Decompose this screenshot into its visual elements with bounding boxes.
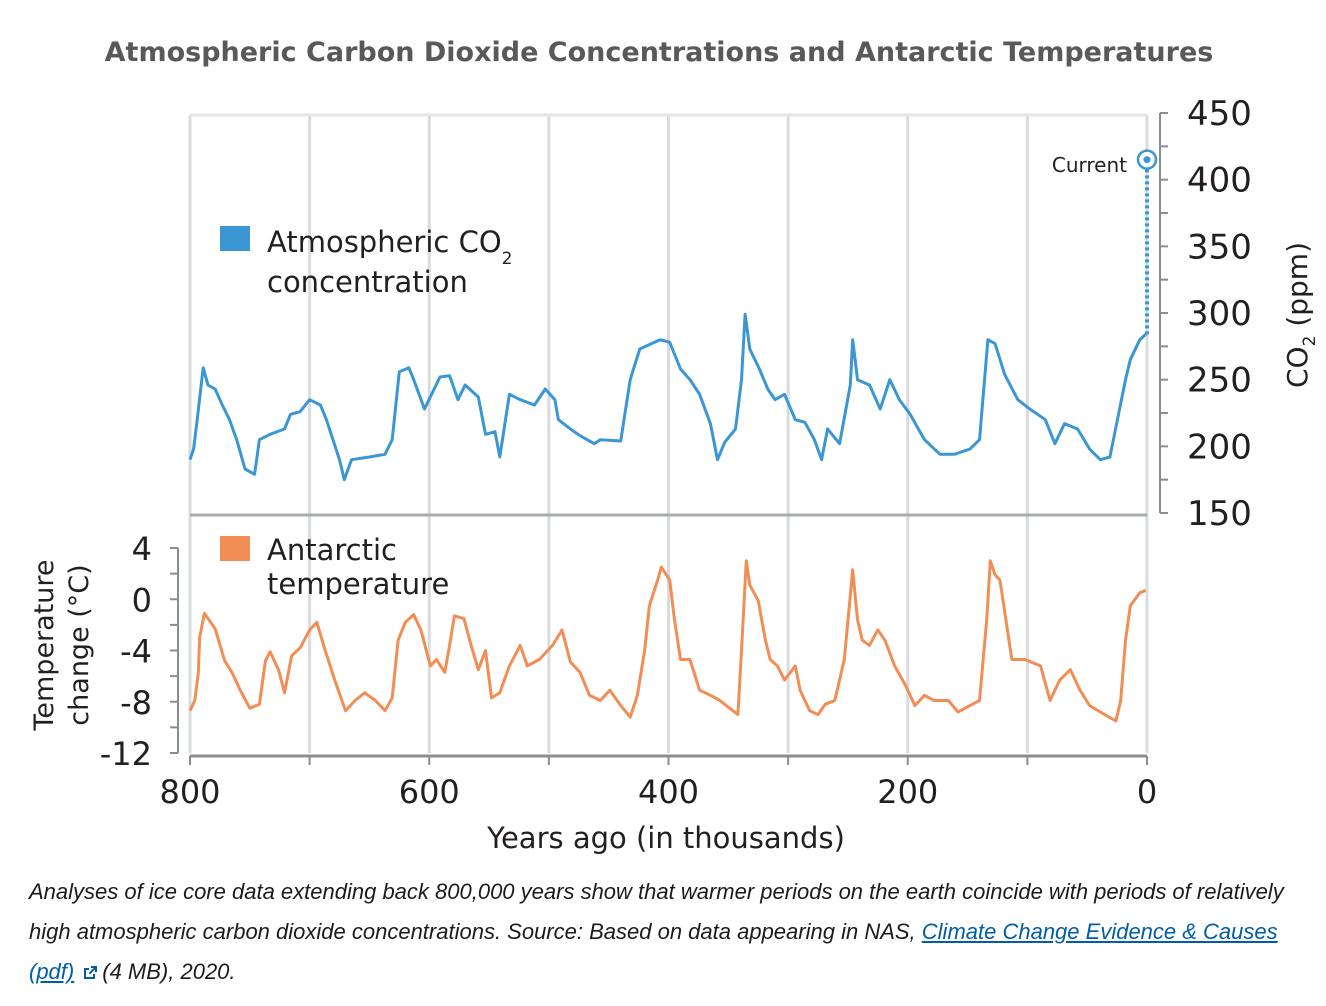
x-tick-label: 200 — [877, 773, 938, 811]
x-axis — [189, 754, 1148, 765]
temp-tick-label: -4 — [120, 633, 152, 671]
legend-co2-label-line2: concentration — [267, 265, 468, 299]
co2-tick-label: 450 — [1187, 94, 1252, 134]
chart-title: Atmospheric Carbon Dioxide Concentration… — [105, 37, 1214, 68]
temp-tick-label: -12 — [100, 735, 152, 773]
caption-text: Analyses of ice core data extending back… — [29, 879, 1284, 944]
co2-tick-label: 250 — [1187, 361, 1252, 401]
temp-tick-label: 4 — [132, 530, 152, 568]
temp-series-line — [188, 559, 1147, 723]
co2-axis-label: CO2 (ppm) — [1281, 242, 1320, 388]
x-tick-label: 400 — [638, 773, 699, 811]
co2-y-tick-labels: 450 400 350 300 250 200 150 — [1187, 94, 1252, 534]
external-link-icon — [82, 954, 98, 979]
legend-co2-label: Atmospheric CO2 — [267, 225, 512, 269]
co2-tick-label: 200 — [1187, 427, 1252, 467]
figure-caption: Analyses of ice core data extending back… — [29, 872, 1309, 992]
series-layer — [188, 312, 1147, 723]
x-tick-label: 0 — [1137, 773, 1157, 811]
temp-y-axis — [170, 547, 179, 754]
legend-co2: Atmospheric CO2 concentration — [220, 225, 512, 299]
x-axis-label: Years ago (in thousands) — [486, 821, 845, 855]
caption-suffix: (4 MB), 2020. — [102, 959, 236, 984]
temp-axis-label-line2: change (°C) — [64, 564, 95, 725]
legend-temp-label: Antarctic — [267, 533, 397, 567]
legend-temp-label-line2: temperature — [267, 567, 449, 601]
co2-tick-label: 400 — [1187, 161, 1252, 201]
co2-tick-label: 350 — [1187, 227, 1252, 267]
x-tick-labels: 800 600 400 200 0 — [159, 773, 1157, 811]
legend-temp: Antarctic temperature — [220, 533, 449, 601]
source-pdf-link[interactable]: Climate Change Evidence & Causes (pdf) — [29, 919, 1278, 984]
grid-lines — [188, 113, 1149, 753]
x-tick-label: 600 — [399, 773, 460, 811]
current-annotation: Current — [1052, 149, 1158, 335]
co2-tick-label: 150 — [1187, 494, 1252, 534]
co2-series-line — [188, 312, 1147, 482]
temp-y-tick-labels: 4 0 -4 -8 -12 — [100, 530, 152, 773]
temp-tick-label: -8 — [120, 684, 152, 722]
temp-tick-label: 0 — [132, 581, 152, 619]
current-label: Current — [1052, 153, 1127, 177]
co2-y-axis — [1159, 112, 1168, 514]
legend-temp-swatch — [220, 536, 250, 561]
temp-axis-label-line1: Temperature — [29, 559, 60, 731]
x-tick-label: 800 — [159, 773, 220, 811]
chart: Atmospheric Carbon Dioxide Concentration… — [29, 37, 1320, 855]
current-marker-dot — [1143, 156, 1151, 164]
co2-tick-label: 300 — [1187, 294, 1252, 334]
legend-co2-swatch — [220, 226, 250, 251]
